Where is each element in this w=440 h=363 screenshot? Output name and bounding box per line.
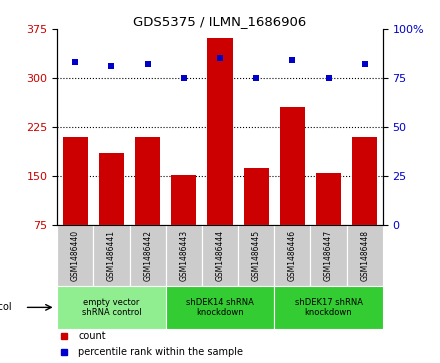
Bar [135,137,160,274]
Point [72,60,79,65]
Bar [238,225,274,286]
Point [289,57,296,63]
Bar [57,286,166,329]
Bar [352,137,378,274]
Point [253,75,260,81]
Bar [243,168,269,274]
Text: percentile rank within the sample: percentile rank within the sample [78,347,243,357]
Point [144,61,151,67]
Text: GSM1486440: GSM1486440 [71,230,80,281]
Text: shDEK14 shRNA
knockdown: shDEK14 shRNA knockdown [186,298,254,317]
Bar [99,153,124,274]
Text: GSM1486445: GSM1486445 [252,230,260,281]
Point [180,75,187,81]
Bar [202,225,238,286]
Bar [129,225,166,286]
Bar [316,172,341,274]
Text: GSM1486441: GSM1486441 [107,230,116,281]
Text: GSM1486447: GSM1486447 [324,230,333,281]
Bar [166,286,274,329]
Bar [166,225,202,286]
Bar [280,107,305,274]
Point [108,63,115,69]
Title: GDS5375 / ILMN_1686906: GDS5375 / ILMN_1686906 [133,15,307,28]
Text: count: count [78,331,106,342]
Text: empty vector
shRNA control: empty vector shRNA control [82,298,141,317]
Bar [274,225,311,286]
Bar [347,225,383,286]
Text: shDEK17 shRNA
knockdown: shDEK17 shRNA knockdown [294,298,363,317]
Text: GSM1486443: GSM1486443 [180,230,188,281]
Text: GSM1486448: GSM1486448 [360,230,369,281]
Point [325,75,332,81]
Bar [93,225,129,286]
Bar [171,175,197,274]
Bar [207,37,233,274]
Text: protocol: protocol [0,302,11,313]
Point [361,61,368,67]
Bar [57,225,93,286]
Point [216,56,224,61]
Text: GSM1486442: GSM1486442 [143,230,152,281]
Text: GSM1486444: GSM1486444 [216,230,224,281]
Bar [311,225,347,286]
Bar [274,286,383,329]
Bar [62,137,88,274]
Text: GSM1486446: GSM1486446 [288,230,297,281]
